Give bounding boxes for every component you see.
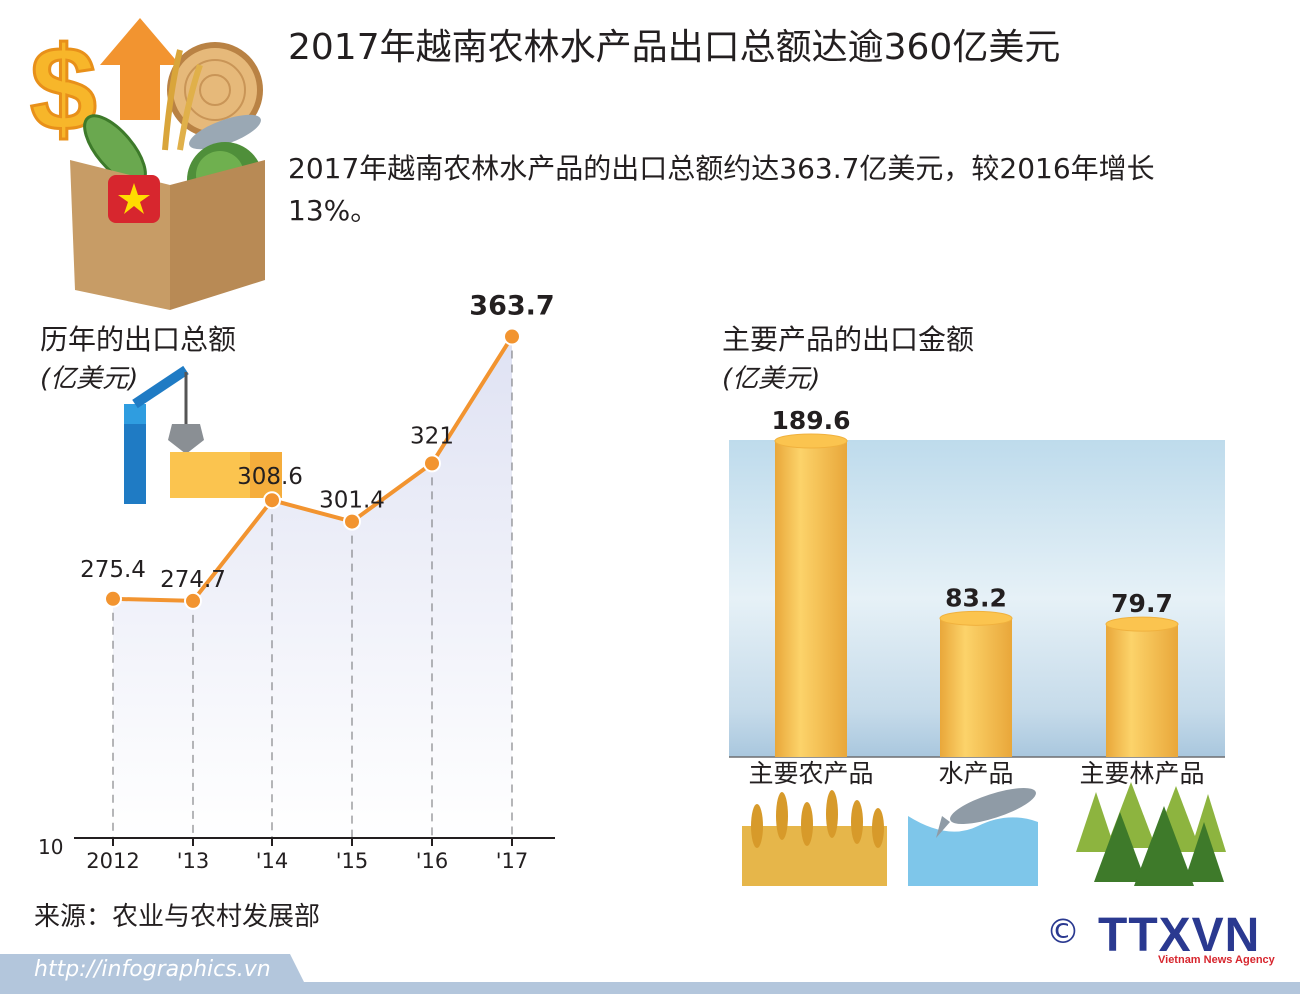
footer-band — [0, 954, 1300, 994]
bar-cap — [1105, 616, 1179, 632]
x-tick-label: '17 — [496, 849, 529, 873]
line-section-unit: (亿美元) — [40, 364, 139, 394]
bar-value-label: 83.2 — [945, 583, 1007, 612]
bar-cap — [774, 433, 848, 449]
footer-url[interactable]: http://infographics.vn — [34, 957, 271, 982]
page-subtitle: 2017年越南农林水产品的出口总额约达363.7亿美元，较2016年增长13%。 — [288, 152, 1155, 227]
x-tick-label: '14 — [256, 849, 289, 873]
data-label: 363.7 — [469, 291, 554, 322]
bar — [1106, 624, 1178, 757]
data-point — [184, 591, 202, 610]
x-tick-label: '16 — [416, 849, 449, 873]
data-label: 275.4 — [80, 557, 146, 583]
copyright-icon: © — [1046, 912, 1080, 952]
bar — [775, 441, 847, 757]
export-box-illustration: $ — [29, 18, 265, 310]
bar-cap — [939, 610, 1013, 626]
bar-category-label: 主要林产品 — [1079, 759, 1204, 788]
fish-water-illustration — [908, 788, 1038, 886]
data-point — [104, 589, 122, 608]
ttxvn-logo: TTXVN — [1098, 909, 1261, 962]
data-label: 274.7 — [160, 567, 226, 593]
bar-section-unit: (亿美元) — [722, 364, 821, 394]
data-label: 321 — [410, 423, 454, 449]
source-note: 来源：农业与农村发展部 — [34, 902, 321, 932]
x-tick-label: '15 — [336, 849, 369, 873]
container-icon — [170, 452, 282, 498]
bar-value-label: 189.6 — [771, 406, 850, 435]
bar-category-label: 主要农产品 — [748, 759, 873, 788]
page-title: 2017年越南农林水产品出口总额达逾360亿美元 — [288, 27, 1061, 68]
line-section-title: 历年的出口总额 — [40, 323, 237, 356]
fish-icon — [189, 114, 261, 150]
export-total-series-line — [112, 335, 514, 603]
forest-illustration — [1076, 782, 1226, 886]
up-arrow-icon — [100, 18, 180, 120]
fish-icon — [936, 788, 1036, 838]
wheat-field-illustration — [742, 790, 887, 886]
data-point — [423, 454, 441, 473]
bar-category-label: 水产品 — [938, 759, 1013, 788]
x-tick-label: '13 — [177, 849, 210, 873]
data-point — [503, 327, 521, 346]
svg-text:$: $ — [30, 22, 97, 156]
bar-section-title: 主要产品的出口金额 — [722, 323, 975, 356]
cardboard-box — [70, 160, 265, 310]
wood-log-icon — [167, 42, 263, 138]
agency-subtitle: Vietnam News Agency — [1158, 954, 1275, 966]
data-point — [263, 491, 281, 510]
data-label: 301.4 — [319, 488, 385, 514]
bar — [940, 618, 1012, 757]
line-chart-area — [113, 336, 512, 838]
crane-icon — [124, 365, 204, 504]
bar-value-label: 79.7 — [1111, 589, 1173, 618]
y-axis-label: 10 — [38, 835, 63, 859]
data-point — [343, 512, 361, 531]
dollar-icon: $ — [29, 21, 99, 158]
x-tick-label: 2012 — [86, 849, 139, 873]
wheat-icon — [162, 49, 203, 151]
crane-container-illustration — [124, 365, 282, 504]
data-label: 308.6 — [237, 464, 303, 490]
